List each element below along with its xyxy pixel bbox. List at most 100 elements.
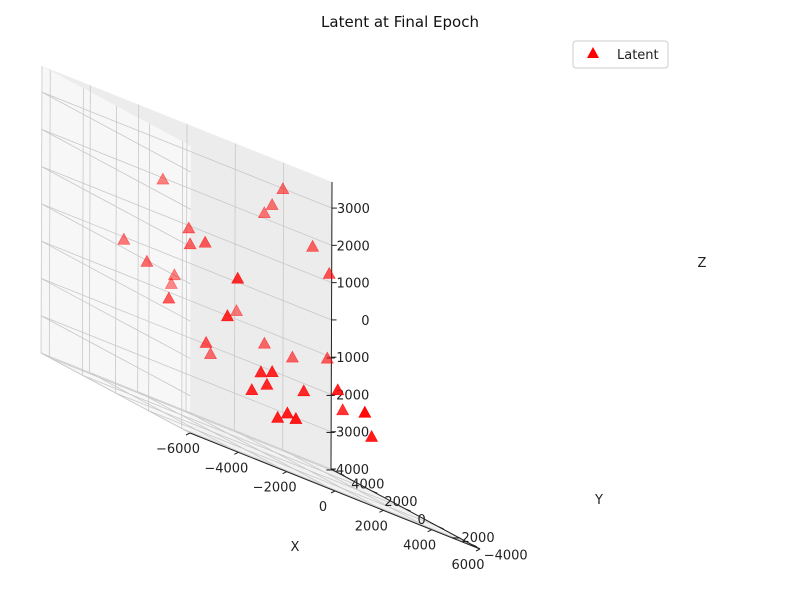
z-tick-label: 3000 (337, 202, 370, 217)
data-point (198, 235, 212, 248)
data-point (156, 172, 170, 185)
data-point (336, 403, 350, 416)
z-gridline (41, 166, 191, 247)
y-tick-mark (339, 472, 345, 476)
y-tick-label: −2000 (451, 531, 495, 546)
z-tick-label: −2000 (325, 388, 369, 403)
data-point (365, 429, 379, 442)
data-point (271, 410, 285, 423)
data-point (164, 276, 178, 289)
y-tick-mark (372, 490, 378, 494)
data-point (183, 237, 197, 250)
data-point (265, 197, 279, 210)
x-tick-mark (234, 451, 239, 455)
y-tick-label: 0 (418, 513, 426, 528)
z-tick-label: −4000 (325, 463, 369, 478)
data-point (182, 221, 196, 234)
y-axis-label: Y (594, 493, 603, 508)
axis-panes (41, 66, 480, 549)
tick-labels: −6000−4000−20000200040006000−4000−200002… (156, 202, 528, 573)
x-tick-mark (330, 490, 336, 494)
x-tick-label: 4000 (403, 539, 436, 554)
z-gridline (40, 315, 191, 397)
z-gridline (41, 203, 332, 321)
data-point (229, 304, 244, 316)
data-points (117, 172, 379, 442)
data-point (231, 271, 245, 284)
z-gridline (40, 315, 332, 433)
legend-label: Latent (617, 48, 659, 63)
x-tick-mark (185, 432, 191, 436)
data-point (285, 350, 299, 363)
y-gridline (48, 70, 51, 358)
z-gridline (41, 128, 332, 246)
x-gridline (233, 143, 236, 431)
data-point (257, 206, 271, 219)
data-point (140, 254, 154, 267)
y-tick-label: 2000 (384, 495, 417, 510)
z-gridline (41, 278, 332, 395)
data-point (260, 377, 274, 390)
y-gridline (181, 428, 472, 545)
data-point (199, 335, 213, 348)
z-gridline (40, 352, 332, 470)
z-gridline (41, 91, 192, 173)
z-tick-label: −1000 (325, 351, 369, 366)
y-tick-label: −4000 (484, 549, 528, 564)
data-point (220, 309, 234, 322)
axis-lines (185, 181, 481, 552)
x-tick-label: 2000 (355, 519, 388, 534)
y-gridline (81, 88, 84, 376)
z-tick-label: −3000 (325, 426, 369, 441)
x-axis-label: X (291, 540, 300, 555)
y-gridline (115, 392, 406, 510)
x-tick-label: 6000 (451, 558, 484, 573)
data-point (265, 365, 279, 377)
data-point (276, 182, 290, 195)
y-gridline (148, 410, 439, 528)
data-point (280, 406, 294, 419)
data-point (320, 351, 334, 364)
z-gridline (41, 166, 332, 284)
x-gridline (88, 85, 91, 373)
data-point (204, 347, 218, 359)
data-point (331, 383, 345, 396)
data-point (358, 405, 372, 418)
data-point (245, 383, 259, 396)
x-tick-mark (379, 509, 384, 513)
z-tick-label: 0 (361, 314, 369, 329)
y-tick-mark (438, 526, 444, 530)
data-point (289, 411, 303, 424)
y-gridline (148, 123, 151, 411)
x-gridline (282, 162, 285, 450)
x-tick-label: −6000 (156, 442, 200, 457)
x-gridline (137, 104, 140, 392)
x-tick-label: 0 (319, 500, 327, 515)
data-point (254, 365, 268, 378)
chart-title: Latent at Final Epoch (321, 13, 479, 31)
y-tick-mark (405, 508, 411, 512)
x-tick-label: −2000 (253, 481, 297, 496)
data-point (167, 268, 181, 281)
y-tick-mark (471, 544, 477, 548)
data-point (257, 336, 271, 349)
z-tick-label: 2000 (337, 239, 370, 254)
grid-lines (40, 65, 481, 550)
legend[interactable]: Latent (572, 40, 669, 69)
data-point (322, 266, 336, 279)
data-point (117, 232, 131, 245)
x-tick-mark (282, 471, 287, 475)
y-gridline (82, 374, 373, 492)
x-tick-mark (427, 529, 432, 533)
data-point (306, 239, 320, 252)
data-point (162, 291, 176, 304)
x-tick-label: −4000 (204, 461, 248, 476)
y-gridline (181, 141, 184, 429)
y-gridline (49, 357, 340, 474)
z-tick-label: 1000 (337, 277, 370, 292)
z-axis-line (330, 181, 333, 470)
legend-marker (587, 47, 599, 58)
legend-frame (572, 40, 669, 69)
x-gridline (40, 65, 43, 354)
